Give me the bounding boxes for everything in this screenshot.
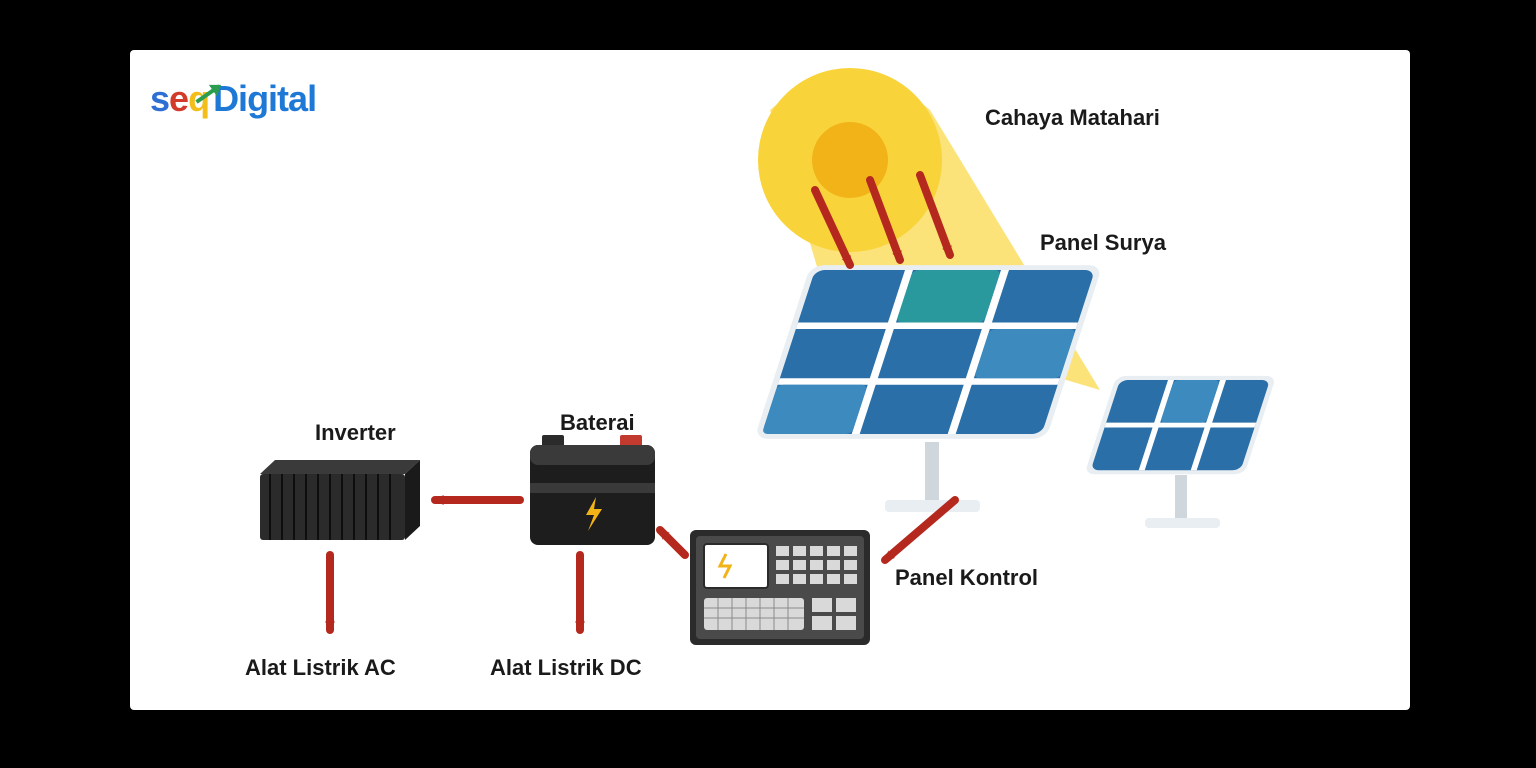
diagram-canvas: s e q Digital: [130, 50, 1410, 710]
diagram-svg: [130, 50, 1410, 710]
arrow-control-to-battery: [660, 530, 685, 555]
label-sun: Cahaya Matahari: [985, 105, 1160, 131]
label-dc: Alat Listrik DC: [490, 655, 642, 681]
label-ac: Alat Listrik AC: [245, 655, 396, 681]
control-panel-icon: [690, 530, 870, 645]
label-panel: Panel Surya: [1040, 230, 1166, 256]
label-control: Panel Kontrol: [895, 565, 1038, 591]
inverter-icon: [260, 460, 420, 540]
label-inverter: Inverter: [315, 420, 396, 446]
label-battery: Baterai: [560, 410, 635, 436]
solar-panel-large: [754, 265, 1102, 512]
solar-panel-small: [1084, 376, 1276, 528]
battery-icon: [530, 435, 655, 545]
